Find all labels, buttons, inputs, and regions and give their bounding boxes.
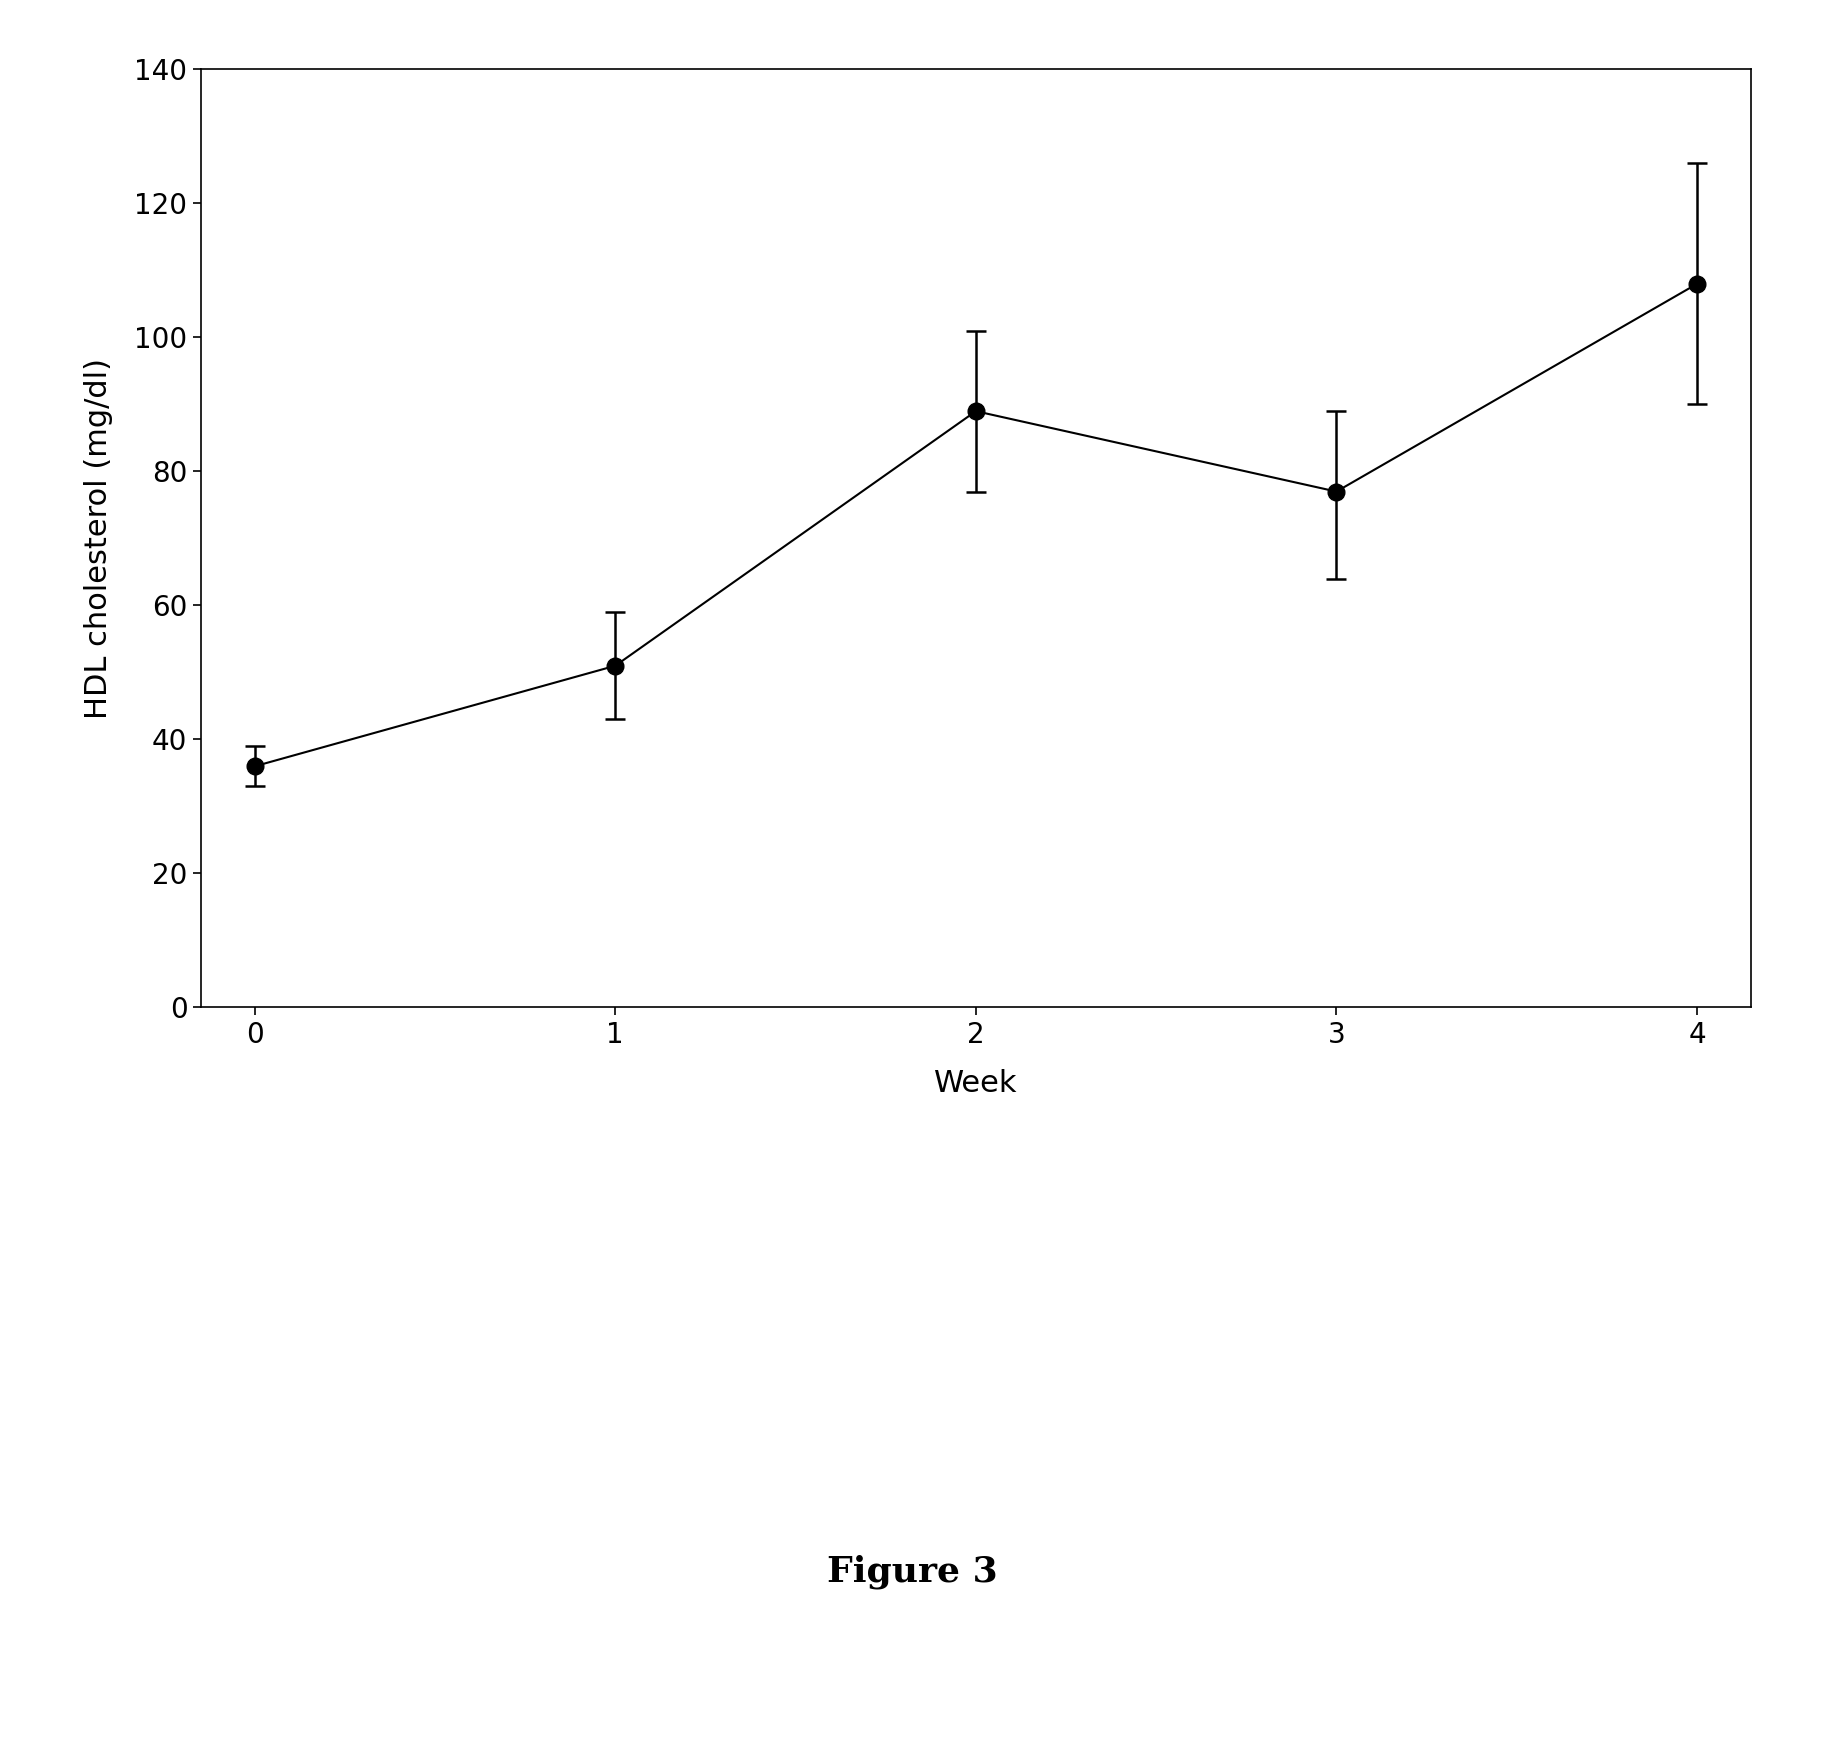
Text: Figure 3: Figure 3 (826, 1555, 997, 1589)
X-axis label: Week: Week (933, 1070, 1017, 1098)
Y-axis label: HDL cholesterol (mg/dl): HDL cholesterol (mg/dl) (84, 358, 113, 719)
